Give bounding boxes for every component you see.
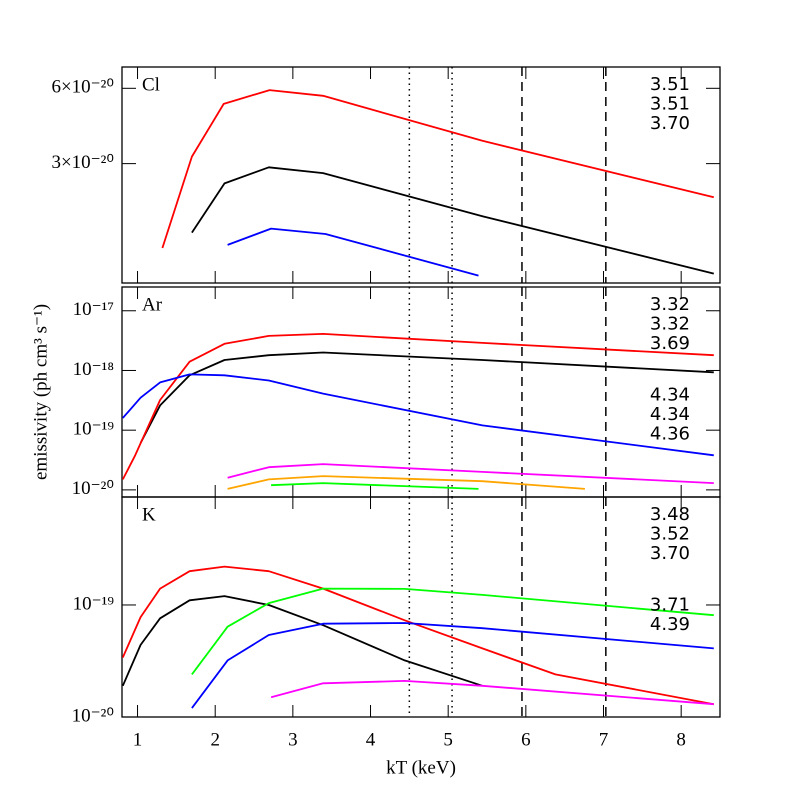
- plot-frame: [121, 496, 721, 718]
- series-line: [161, 89, 715, 249]
- y-tick-label: 10⁻¹⁸: [73, 359, 114, 380]
- legend-label: 4.34: [650, 385, 690, 406]
- legend-label: 3.32: [650, 294, 690, 315]
- y-tick-label: 10⁻¹⁷: [73, 299, 114, 320]
- plot-frame: [121, 286, 721, 498]
- y-tick-label: 6×10⁻²⁰: [51, 77, 114, 98]
- series-line: [191, 166, 715, 275]
- x-tick-label: 3: [288, 729, 298, 750]
- x-tick-label: 2: [210, 729, 220, 750]
- y-tick-label: 10⁻¹⁹: [73, 593, 115, 614]
- panel-label: Cl: [142, 74, 160, 95]
- y-tick-label: 10⁻²⁰: [72, 478, 114, 499]
- x-axis-label: kT (keV): [386, 757, 456, 778]
- legend-label: 4.39: [650, 614, 690, 635]
- series-line: [191, 587, 714, 675]
- legend-label: 3.70: [650, 543, 690, 564]
- legend-label: 3.51: [650, 94, 690, 115]
- panel: 1 2 3 4 5 6 7 8 kT (keV) 10⁻¹⁹ 10⁻²⁰ K 3.483.523.70 3…: [72, 496, 721, 778]
- series-line: [139, 351, 714, 444]
- x-tick-label: 6: [521, 729, 531, 750]
- legend-label: 3.48: [650, 504, 690, 525]
- y-tick-label: 10⁻¹⁹: [73, 419, 115, 440]
- y-tick-label: 10⁻²⁰: [72, 705, 114, 726]
- legend-label: 4.34: [650, 404, 690, 425]
- series-line: [121, 333, 714, 480]
- y-axis-label: emissivity (ph cm³ s⁻¹): [30, 304, 51, 480]
- series-line: [271, 482, 479, 490]
- y-tick-label: 3×10⁻²⁰: [51, 152, 114, 173]
- series-line: [227, 475, 585, 490]
- legend-label: 3.52: [650, 524, 690, 545]
- legend-label: 3.51: [650, 74, 690, 95]
- series-line: [227, 227, 479, 277]
- series-line: [191, 622, 714, 709]
- legend-label: 3.32: [650, 314, 690, 335]
- panel: 10⁻¹⁷ 10⁻¹⁸ 10⁻¹⁹ 10⁻²⁰ emissivity (ph cm³ s…: [30, 286, 721, 499]
- series-line: [122, 373, 714, 457]
- legend-label: 4.36: [650, 424, 690, 445]
- legend-label: 3.69: [650, 333, 690, 354]
- legend-label: 3.70: [650, 113, 690, 134]
- series-line: [121, 565, 714, 706]
- series-line: [270, 680, 714, 706]
- x-tick-label: 7: [599, 729, 609, 750]
- x-tick-label: 8: [676, 729, 686, 750]
- x-tick-label: 4: [366, 729, 376, 750]
- x-tick-label: 5: [443, 729, 453, 750]
- legend-label: 3.71: [650, 595, 690, 616]
- series-line: [121, 595, 483, 687]
- plot-frame: [121, 66, 721, 284]
- panel-label: Ar: [142, 294, 163, 315]
- x-tick-label: 1: [133, 729, 143, 750]
- panel-label: K: [142, 504, 156, 525]
- series-line: [227, 463, 714, 484]
